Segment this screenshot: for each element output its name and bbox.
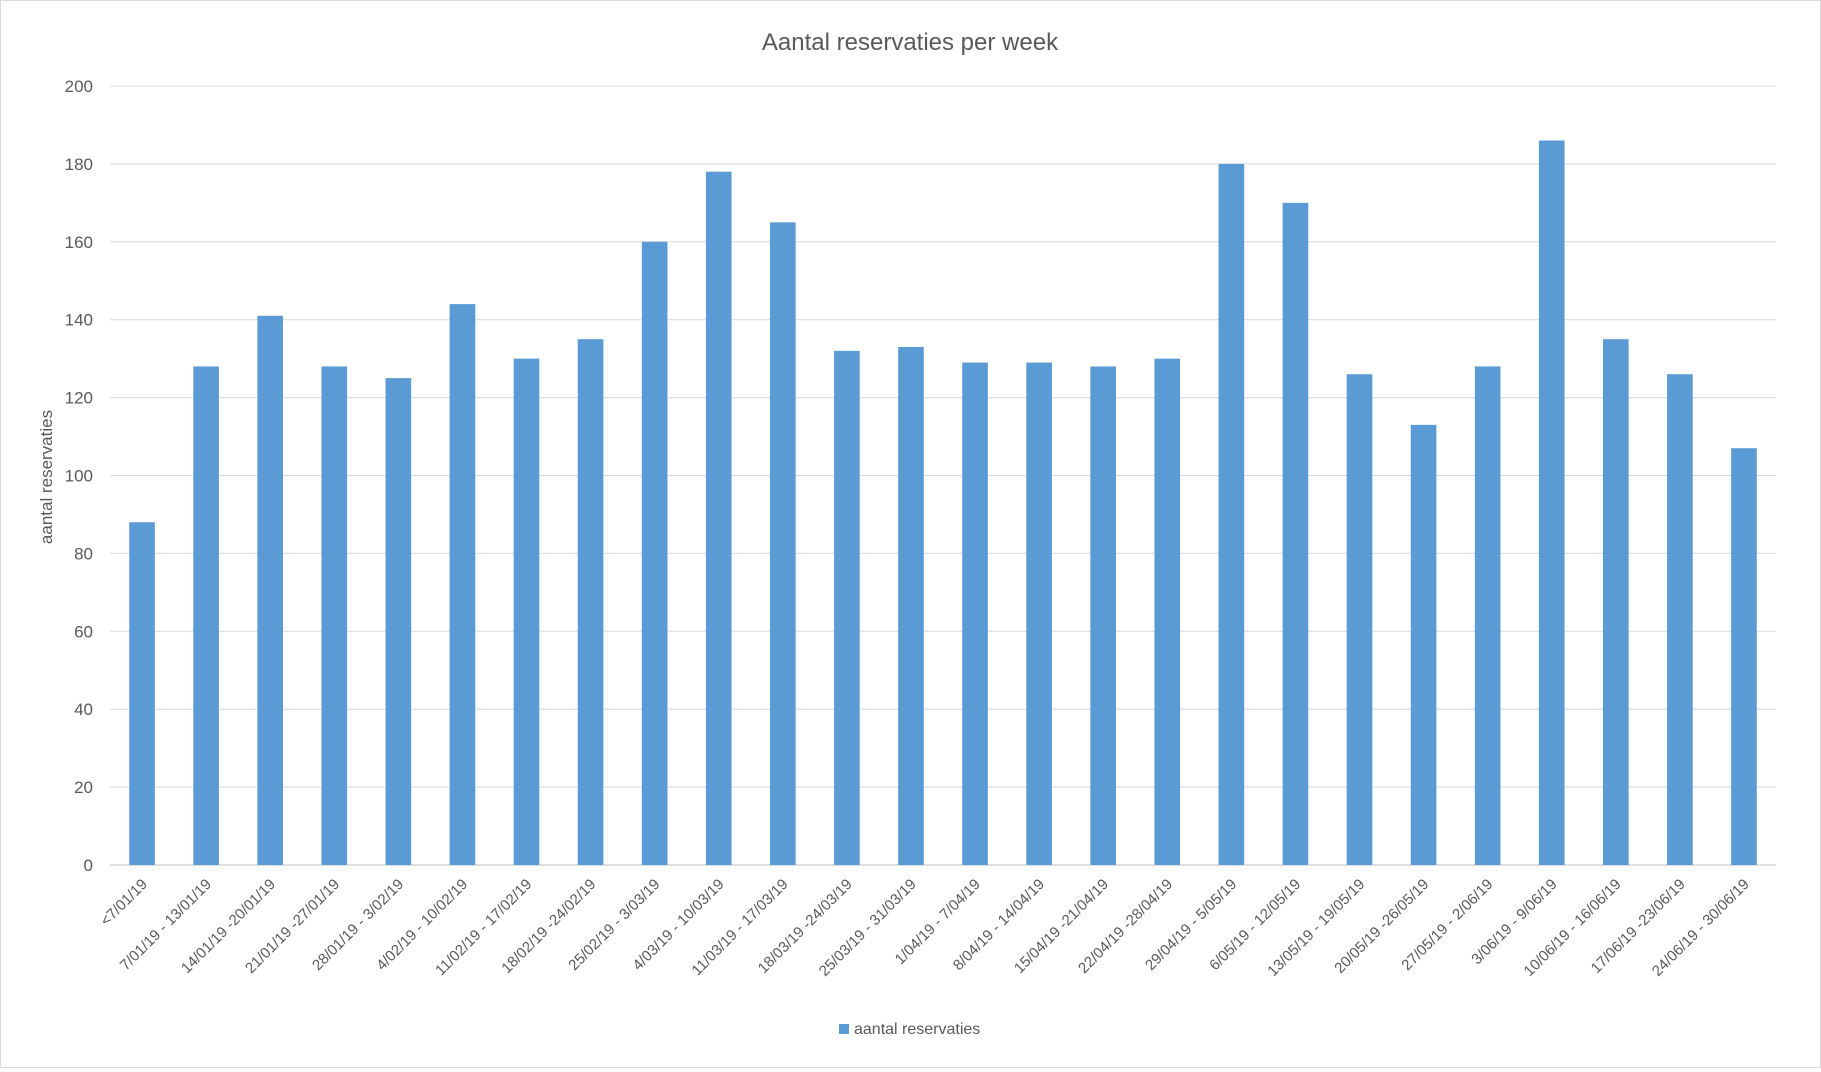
bar: [1410, 424, 1437, 865]
bar: [1090, 366, 1117, 865]
chart-title: Aantal reservaties per week: [762, 29, 1059, 56]
legend-label: aantal reservaties: [854, 1021, 980, 1038]
bar: [962, 362, 988, 865]
y-tick-label: 120: [65, 389, 93, 408]
bar: [1218, 163, 1245, 865]
bar: [577, 339, 604, 865]
bar: [1282, 202, 1309, 866]
y-axis-label: aantal reservaties: [37, 410, 56, 544]
bar: [641, 241, 668, 866]
bars: [129, 140, 1757, 866]
x-tick-label: <7/01/19: [97, 876, 151, 930]
bar: [321, 366, 348, 865]
bar: [1026, 362, 1052, 865]
y-tick-label: 20: [74, 778, 93, 797]
bar: [129, 522, 155, 865]
bar: [705, 171, 732, 865]
bar: [834, 350, 860, 865]
bar: [449, 304, 476, 865]
bar: [769, 222, 796, 865]
bar: [385, 378, 412, 865]
y-tick-label: 40: [74, 700, 93, 719]
bar: [1538, 140, 1565, 865]
bar: [1154, 358, 1181, 865]
y-tick-label: 200: [65, 77, 93, 96]
legend: aantal reservaties: [839, 1021, 980, 1038]
bar: [1731, 448, 1757, 865]
bar: [1474, 366, 1501, 865]
y-tick-label: 0: [84, 856, 93, 875]
y-tick-labels: 0 20 40 60 80 100 120 140 160 180 200: [65, 77, 93, 875]
y-tick-label: 140: [65, 311, 93, 330]
y-tick-label: 100: [65, 467, 93, 486]
legend-swatch: [839, 1024, 849, 1034]
y-tick-label: 180: [65, 155, 93, 174]
bar: [1667, 374, 1693, 865]
grid-lines: [110, 85, 1776, 866]
bar: [1602, 339, 1629, 865]
bar: [257, 315, 284, 865]
bar: [513, 358, 540, 865]
y-tick-label: 60: [74, 622, 93, 641]
bar: [898, 346, 924, 866]
y-tick-label: 80: [74, 544, 93, 563]
bar: [1346, 374, 1373, 865]
bar: [193, 366, 219, 865]
y-tick-label: 160: [65, 233, 93, 252]
